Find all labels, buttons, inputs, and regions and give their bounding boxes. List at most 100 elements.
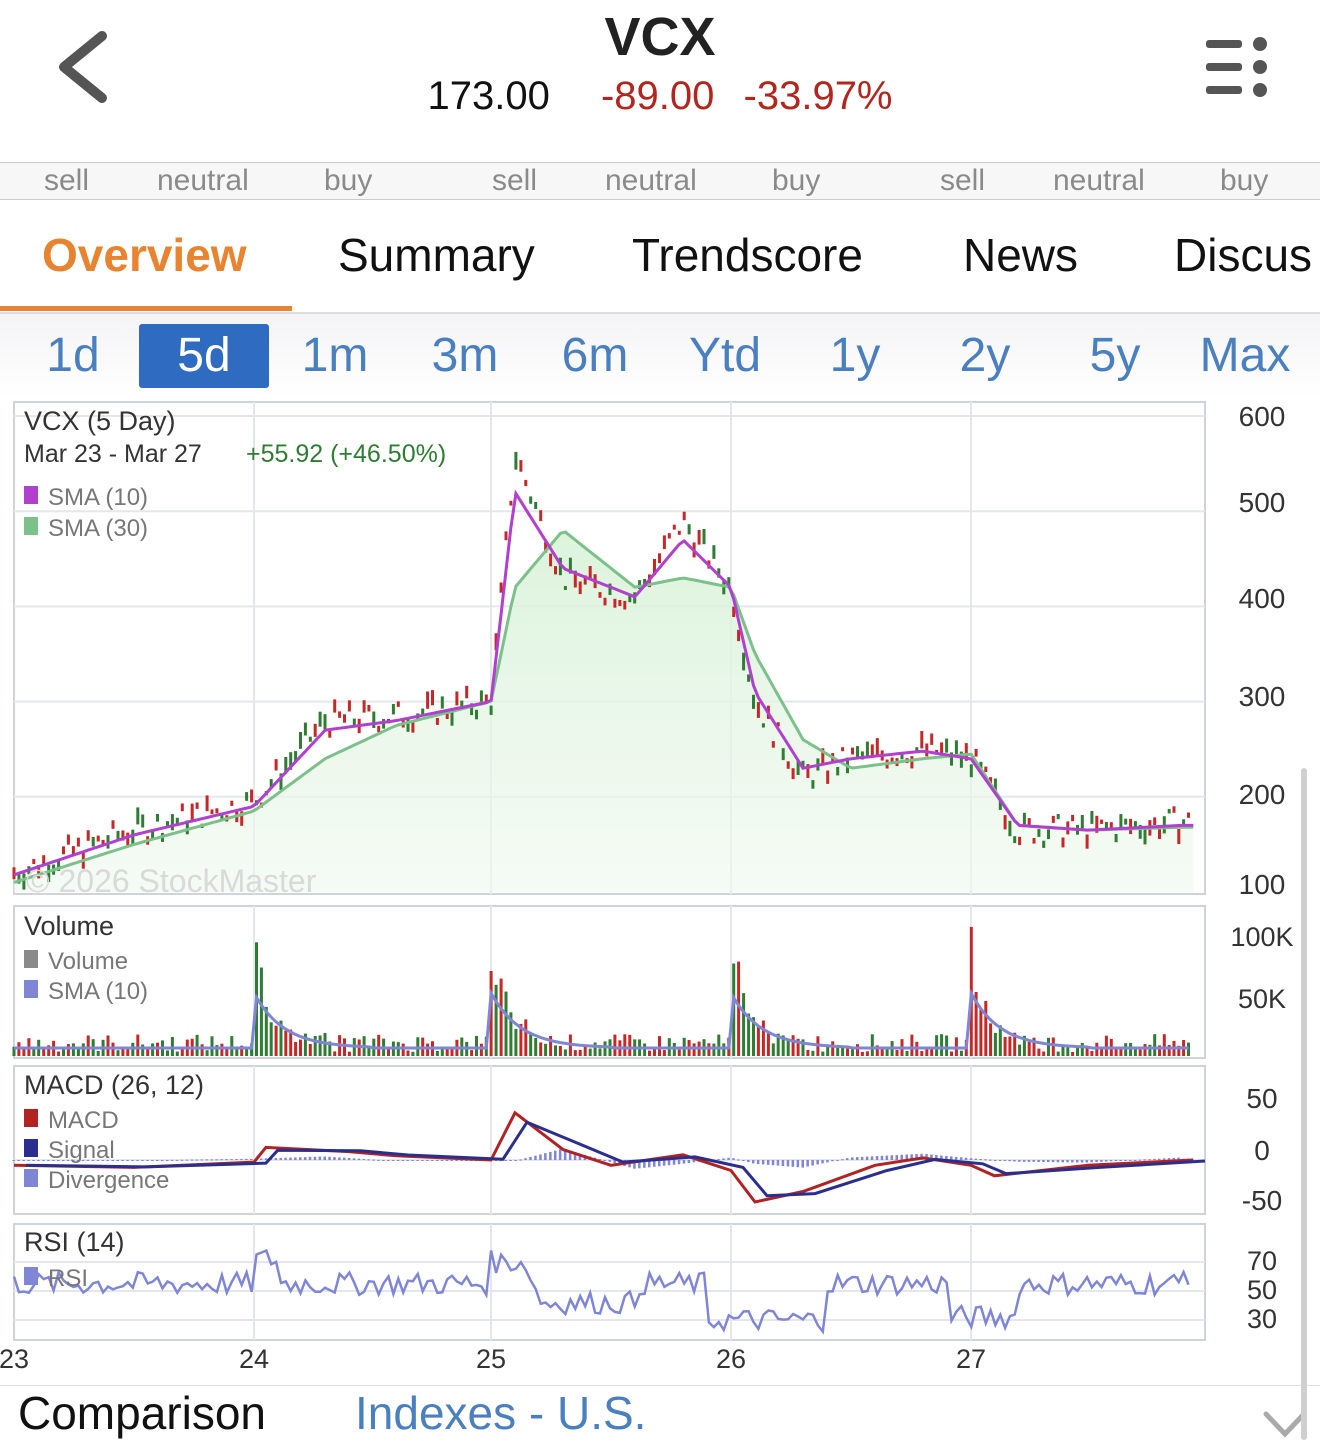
candle — [367, 705, 371, 712]
divergence-bar — [71, 1160, 75, 1161]
candle — [865, 741, 869, 758]
divergence-bar — [722, 1158, 725, 1160]
divergence-bar — [96, 1160, 100, 1161]
x-tick: 23 — [0, 1344, 29, 1374]
divergence-bar — [416, 1160, 419, 1161]
volume-bar — [1018, 1044, 1022, 1056]
candle — [1085, 834, 1089, 849]
sma30-legend-label: SMA (30) — [48, 515, 148, 542]
price-tick: 200 — [1239, 779, 1286, 810]
range-1m[interactable]: 1m — [301, 329, 369, 382]
volume-bar — [945, 1035, 949, 1056]
volume-bar — [76, 1047, 80, 1056]
volume-bar — [180, 1049, 184, 1056]
candle — [195, 802, 199, 809]
range-1y[interactable]: 1y — [829, 329, 881, 382]
volume-bar — [643, 1043, 647, 1056]
range-3m[interactable]: 3m — [431, 329, 499, 382]
divergence-bar — [308, 1156, 312, 1160]
back-chevron-icon[interactable] — [50, 30, 120, 105]
candle — [313, 723, 317, 737]
candle — [170, 814, 174, 831]
tab-summary[interactable]: Summary — [338, 229, 535, 281]
divergence-bar — [1008, 1160, 1011, 1162]
list-menu-icon[interactable] — [1200, 32, 1280, 102]
volume-bar — [544, 1043, 548, 1056]
candle — [519, 460, 523, 472]
divergence-bar — [12, 1160, 15, 1161]
volume-bar — [1047, 1037, 1050, 1056]
range-5y[interactable]: 5y — [1089, 329, 1141, 382]
divergence-bar — [826, 1160, 829, 1163]
candle — [294, 751, 298, 763]
volume-bar — [950, 1051, 953, 1056]
range-2y[interactable]: 2y — [959, 329, 1011, 382]
divergence-bar — [494, 1160, 498, 1161]
divergence-bar — [66, 1160, 70, 1161]
divergence-bar — [860, 1156, 864, 1160]
divergence-bar — [1061, 1160, 1064, 1163]
tab-news[interactable]: News — [963, 229, 1079, 281]
x-tick: 26 — [716, 1344, 746, 1374]
candle — [851, 747, 854, 755]
candle — [534, 502, 538, 509]
volume-tick: 50K — [1238, 984, 1286, 1014]
candle — [338, 711, 342, 718]
macd-tick: 0 — [1254, 1135, 1270, 1166]
volume-bar — [151, 1043, 155, 1056]
volume-bar — [1138, 1049, 1142, 1056]
candle — [362, 700, 366, 713]
range-ytd[interactable]: Ytd — [688, 329, 762, 382]
candle — [1037, 829, 1041, 837]
comparison-heading: Comparison — [18, 1387, 266, 1439]
candle — [563, 586, 567, 590]
tab-discussion[interactable]: Discus — [1174, 229, 1313, 281]
divergence-bar — [776, 1160, 780, 1166]
range-max[interactable]: Max — [1199, 329, 1291, 382]
divergence-bar — [766, 1160, 770, 1165]
volume-bar — [1124, 1043, 1128, 1056]
volume-bar — [791, 1035, 795, 1056]
volume-bar — [925, 1049, 929, 1056]
indexes-link[interactable]: Indexes - U.S. — [355, 1387, 647, 1439]
sma10-legend-swatch — [24, 486, 38, 504]
tab-bar: Overview Summary Trendscore News Discus — [0, 200, 1320, 314]
volume-bar — [1177, 1045, 1181, 1056]
range-1d[interactable]: 1d — [46, 329, 100, 382]
candle — [220, 812, 224, 821]
divergence-bar — [935, 1155, 938, 1160]
volume-bar — [47, 1045, 51, 1056]
candle — [677, 530, 681, 535]
candle — [811, 780, 815, 789]
candle — [106, 835, 110, 849]
volume-bar — [558, 1046, 562, 1056]
divergence-bar — [338, 1157, 341, 1160]
divergence-bar — [1090, 1160, 1093, 1163]
sentiment-label: buy — [1220, 164, 1269, 197]
chart-range-change: +55.92 (+46.50%) — [246, 440, 446, 468]
tab-overview[interactable]: Overview — [42, 229, 247, 281]
range-5d[interactable]: 5d — [139, 324, 269, 388]
range-6m[interactable]: 6m — [561, 329, 629, 382]
divergence-bar — [1167, 1158, 1171, 1160]
volume-bar — [1066, 1045, 1070, 1056]
candle — [131, 829, 135, 845]
volume-bar — [1061, 1046, 1065, 1056]
divergence-legend-label: Divergence — [48, 1167, 169, 1194]
volume-bar — [200, 1044, 204, 1056]
macd-legend-label: MACD — [48, 1107, 119, 1134]
candle — [667, 533, 671, 539]
scrollbar[interactable] — [1301, 768, 1307, 1440]
divergence-bar — [1124, 1160, 1127, 1161]
volume-bar — [106, 1035, 110, 1056]
chevron-down-icon[interactable] — [1262, 1408, 1308, 1438]
divergence-bar — [121, 1160, 124, 1161]
volume-bar — [426, 1043, 430, 1056]
divergence-bar — [1133, 1160, 1137, 1161]
rsi-line — [12, 1248, 1190, 1335]
macd-title: MACD (26, 12) — [24, 1070, 204, 1100]
divergence-bar — [1056, 1160, 1060, 1163]
tab-trendscore[interactable]: Trendscore — [632, 229, 863, 281]
stock-chart[interactable]: VCX (5 Day) Mar 23 - Mar 27 +55.92 (+46.… — [0, 398, 1320, 1388]
candle — [727, 577, 731, 586]
